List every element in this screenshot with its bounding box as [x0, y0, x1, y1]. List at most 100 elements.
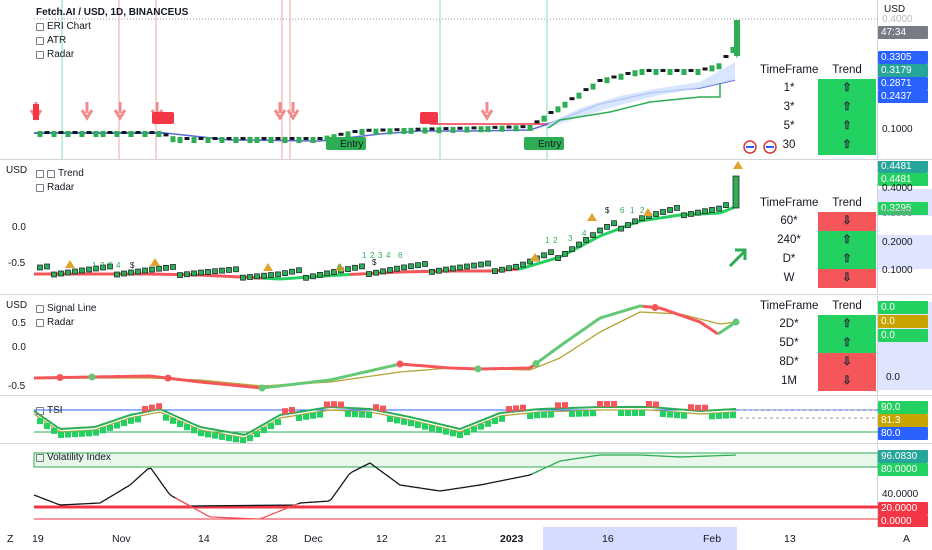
down-arrow-icon — [273, 102, 287, 121]
tsi-square — [373, 404, 379, 411]
table-header-trend: Trend — [832, 64, 862, 76]
candle — [709, 65, 715, 72]
price-tag: 0.2871 — [878, 77, 928, 90]
volatility-pane[interactable]: Volatility Index 96.0830 80.0000 40.0000… — [0, 445, 932, 527]
cross-dot — [88, 373, 96, 381]
tsi-square — [716, 412, 722, 419]
indicator-radar[interactable]: Radar — [36, 48, 188, 62]
indicator-trend[interactable]: Trend — [36, 167, 84, 181]
value-tag: 90.0 — [878, 401, 928, 414]
trend-candle — [464, 263, 470, 270]
checkbox-icon[interactable] — [36, 170, 44, 178]
signal-axis[interactable]: 0.0 0.0 0.0 0.0 — [878, 296, 932, 395]
y-tick: -0.5 — [8, 381, 26, 392]
count-marker: 1 — [92, 261, 97, 270]
trend-chart-canvas[interactable]: 1 2 3 4 $61 2 3 4$61 2 34$ 6 1 2 — [0, 161, 878, 295]
tsi-square — [443, 428, 449, 435]
indicator-label: Radar — [47, 49, 75, 60]
trend-axis[interactable]: 0.4481 0.4481 0.4000 0.3295 0.3000 0.200… — [878, 161, 932, 294]
auto-scale-button[interactable]: A — [903, 533, 911, 545]
trend-candle — [51, 271, 57, 278]
price-chart-canvas[interactable]: Entry Entry — [0, 0, 878, 160]
checkbox-icon[interactable] — [36, 454, 44, 462]
candle — [100, 131, 106, 137]
indicator-tsi[interactable]: TSI — [36, 404, 63, 418]
trend-candle — [289, 268, 295, 275]
trend-pane[interactable]: 1 2 3 4 $6 1 2 3 4 $6 1 2 3 4 $6 1 2 USD 0.0 -0.5 Trend … — [0, 161, 932, 295]
tsi-square — [408, 420, 414, 427]
signal-plot[interactable] — [0, 296, 878, 395]
trend-candle — [695, 209, 701, 216]
trend-candle — [485, 260, 491, 267]
tsi-square — [583, 410, 589, 417]
trend-candle — [275, 271, 281, 278]
tsi-pane[interactable]: TSI 90.0 81.3 80.0 — [0, 397, 932, 444]
checkbox-icon[interactable] — [36, 37, 44, 45]
zoom-button[interactable]: Z — [7, 533, 14, 545]
checkbox-icon[interactable] — [36, 23, 44, 31]
value-tag: 80.0000 — [878, 463, 928, 476]
candle — [198, 137, 204, 140]
tsi-plot[interactable] — [0, 397, 878, 443]
tsi-square — [646, 401, 652, 407]
candle — [422, 127, 428, 134]
trend-candle — [100, 264, 106, 271]
price-tag: 0.3179 — [878, 64, 928, 77]
tsi-square — [142, 406, 148, 412]
signal-legend: Signal Line Radar — [36, 302, 96, 330]
candle — [534, 120, 540, 124]
tsi-square — [702, 404, 708, 411]
indicator-radar[interactable]: Radar — [36, 181, 84, 195]
candle — [443, 127, 449, 131]
bull-icon — [335, 263, 345, 271]
cross-dot — [732, 318, 740, 326]
price-pane[interactable]: Entry Entry Fetch.AI / USD, 1D, BINANCEUS… — [0, 0, 932, 160]
indicator-eri-chart[interactable]: ERI Chart — [36, 20, 188, 34]
checkbox-icon[interactable] — [36, 407, 44, 415]
checkbox-icon[interactable] — [36, 184, 44, 192]
tsi-chart-canvas[interactable] — [0, 397, 878, 444]
candle — [93, 131, 99, 137]
signal-pane[interactable]: USD 0.5 0.0 -0.5 Signal Line Radar TimeF… — [0, 296, 932, 396]
checkbox-icon[interactable] — [36, 305, 44, 313]
trend-candle — [394, 265, 400, 272]
candle — [723, 55, 729, 58]
candle — [44, 131, 50, 134]
signal-chart-canvas[interactable] — [0, 296, 878, 396]
count-marker: 4 — [116, 261, 121, 270]
volatility-plot[interactable] — [0, 445, 878, 527]
tsi-square — [618, 410, 624, 416]
indicator-volatility-index[interactable]: Volatility Index — [36, 451, 111, 465]
volatility-chart-canvas[interactable] — [0, 445, 878, 527]
y-tick: 0.0 — [12, 222, 26, 233]
indicator-radar[interactable]: Radar — [36, 316, 96, 330]
entry-marker — [326, 137, 366, 150]
symbol-title[interactable]: Fetch.AI / USD, 1D, BINANCEUS — [36, 7, 189, 18]
indicator-label: Radar — [47, 317, 75, 328]
indicator-atr[interactable]: ATR — [36, 34, 188, 48]
indicator-signal-line[interactable]: Signal Line — [36, 302, 96, 316]
tsi-square — [604, 401, 610, 407]
bull-icon — [150, 258, 160, 266]
trend-candle — [681, 212, 687, 219]
candle — [632, 70, 638, 77]
candle — [415, 127, 421, 131]
trend-plot[interactable]: 1 2 3 4 $6 1 2 3 4 $6 1 2 3 4 $6 1 2 — [0, 161, 878, 294]
time-axis[interactable]: Z 19 Nov 14 28 Dec 12 21 2023 16 Feb 13 … — [0, 527, 932, 550]
volatility-axis[interactable]: 96.0830 80.0000 40.0000 20.0000 0.0000 — [878, 445, 932, 527]
price-axis[interactable]: USD 47:34 0.4000 0.3305 0.3179 0.2871 0.… — [878, 0, 932, 159]
price-plot[interactable]: Entry Entry — [0, 0, 878, 159]
tsi-axis[interactable]: 90.0 81.3 80.0 — [878, 397, 932, 443]
candle — [688, 69, 694, 72]
checkbox-icon[interactable] — [47, 170, 55, 178]
checkbox-icon[interactable] — [36, 51, 44, 59]
trend-candle — [163, 264, 169, 271]
timeframe-table-3: TimeFrame Trend 2D* ⇧ 5D* ⇧ 8D* ⇩ 1M ⇩ — [760, 298, 876, 391]
value-tag: 20.0000 — [878, 502, 928, 515]
volatility-legend: Volatility Index — [36, 451, 111, 465]
tsi-square — [436, 426, 442, 433]
price-tick: 0.1000 — [882, 124, 913, 135]
tsi-square — [65, 431, 71, 438]
candle — [352, 130, 358, 133]
checkbox-icon[interactable] — [36, 319, 44, 327]
